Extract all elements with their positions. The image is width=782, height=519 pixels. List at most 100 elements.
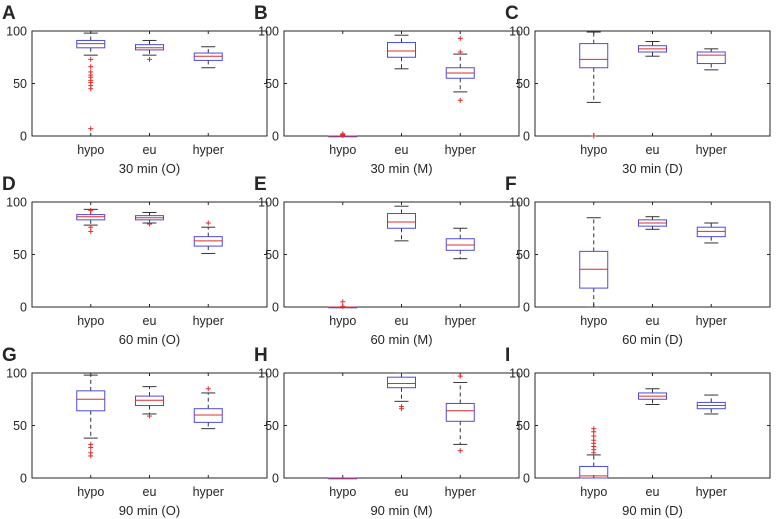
category-label: eu [395,314,409,328]
iqr-box [696,226,726,238]
box-hyper [445,227,475,260]
iqr-box [579,43,609,69]
outlier-point [88,224,94,230]
category-label: eu [143,485,157,499]
box-hypo [76,207,106,234]
y-tick-label: 0 [272,472,279,486]
y-tick-label: 0 [20,130,27,144]
axes-box [31,30,268,137]
category-label: hypo [580,143,607,157]
iqr-box [387,213,416,229]
outlier-point [88,228,94,234]
category-label: hypo [77,143,104,157]
box-hyper [193,220,223,254]
panel-letter: C [505,3,519,24]
y-tick-label: 50 [13,419,27,433]
iqr-box [193,408,223,423]
box-eu [638,216,667,230]
y-tick-label: 50 [265,248,279,262]
y-tick-label: 0 [20,301,27,315]
category-label: hypo [329,143,356,157]
outlier-point [147,221,152,227]
box-hyper [193,46,223,69]
x-axis-label: 60 min (O) [119,332,180,347]
category-label: hyper [696,314,727,328]
iqr-box [579,465,609,479]
x-axis-label: 60 min (D) [622,332,683,347]
y-tick-label: 50 [265,77,279,91]
category-label: hypo [329,485,356,499]
axes-box [283,30,520,137]
y-tick-label: 100 [6,196,27,210]
y-tick-label: 50 [13,248,27,262]
box-hyper [445,35,475,103]
box-hypo [328,299,358,309]
box-eu [135,212,164,227]
y-tick-label: 100 [509,25,530,39]
category-label: hypo [329,314,356,328]
outlier-point [457,448,463,454]
box-eu [638,388,667,405]
outlier-point [399,404,404,410]
outlier-point [88,441,94,447]
panel-c: C 0 50 100 hypo eu hyper 30 min (D) [505,3,771,176]
outlier-point [591,426,597,432]
category-label: hyper [193,143,224,157]
panel-h: H 0 50 100 hypo eu hyper 90 min (M) [254,345,520,518]
panel-f: F 0 50 100 hypo eu hyper 60 min (D) [505,174,771,347]
y-tick-label: 100 [258,25,279,39]
panel-i: I 0 50 100 hypo eu hyper 90 min (D) [505,345,771,518]
panel-b: B 0 50 100 hypo eu hyper 30 min (M) [254,3,520,176]
outlier-point [457,49,463,55]
outlier-point [591,433,597,439]
category-label: hypo [580,314,607,328]
category-label: hyper [193,485,224,499]
box-eu [135,39,164,62]
y-tick-label: 100 [6,367,27,381]
box-hypo [76,32,106,132]
panel-e: E 0 50 100 hypo eu hyper 60 min (M) [254,174,520,347]
outlier-point [88,64,94,70]
y-tick-label: 50 [516,419,530,433]
panel-letter: A [2,3,16,24]
box-hyper [193,386,223,430]
category-label: eu [646,143,660,157]
x-axis-label: 30 min (O) [119,161,180,176]
x-axis-label: 90 min (D) [622,503,683,518]
box-hypo [579,426,609,479]
x-axis-label: 60 min (M) [370,332,432,347]
y-tick-label: 100 [509,367,530,381]
x-axis-label: 90 min (M) [370,503,432,518]
category-label: hypo [77,485,104,499]
box-hyper [696,394,726,415]
outlier-point [147,56,152,62]
iqr-box [387,42,416,58]
iqr-box [193,236,223,247]
box-eu [135,386,164,419]
x-axis-label: 30 min (D) [622,161,683,176]
box-eu [638,41,667,57]
y-tick-label: 100 [6,25,27,39]
panel-letter: I [505,345,510,366]
x-axis-label: 90 min (O) [119,503,180,518]
category-label: hypo [77,314,104,328]
outlier-point [457,35,463,41]
category-label: hyper [445,143,476,157]
category-label: eu [395,485,409,499]
iqr-box [387,376,416,389]
y-tick-label: 100 [258,196,279,210]
category-label: eu [646,314,660,328]
y-tick-label: 0 [523,130,530,144]
category-label: hyper [696,143,727,157]
y-tick-label: 0 [523,301,530,315]
y-tick-label: 50 [13,77,27,91]
outlier-point [88,207,94,213]
iqr-box [193,52,223,61]
panel-letter: E [254,174,267,195]
y-tick-label: 0 [272,301,279,315]
iqr-box [135,395,164,407]
panel-d: D 0 50 100 hypo eu hyper 60 min (O) [2,174,268,347]
box-hypo [579,31,609,139]
box-hypo [579,217,609,308]
